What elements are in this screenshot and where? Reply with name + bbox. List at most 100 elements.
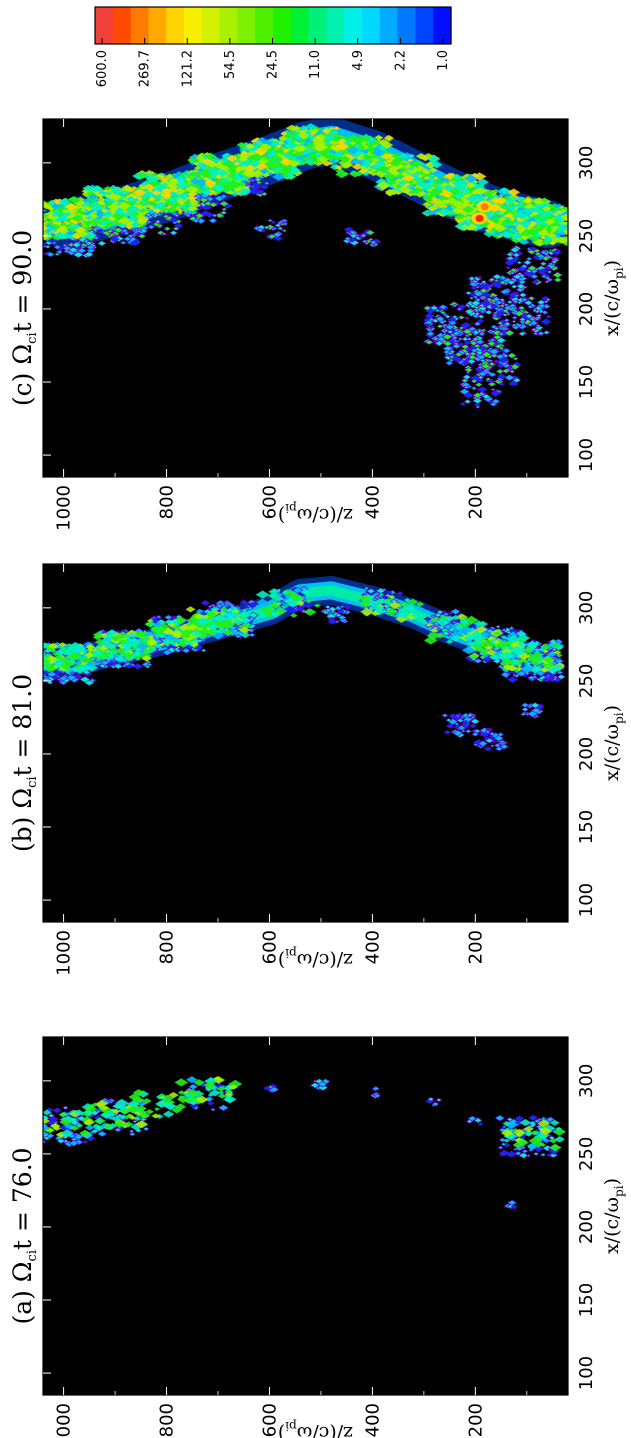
- density-cell: [501, 352, 507, 356]
- density-cell: [53, 244, 62, 250]
- density-cell: [442, 319, 448, 323]
- density-cell: [430, 616, 440, 623]
- density-cell: [141, 183, 149, 188]
- density-cell: [488, 348, 500, 355]
- density-cell: [111, 1115, 121, 1122]
- density-cell: [224, 1091, 234, 1098]
- density-cell: [404, 598, 411, 602]
- density-cell: [384, 189, 395, 195]
- density-cell: [67, 233, 79, 241]
- panel-title-main: (a) Ω: [8, 1261, 37, 1324]
- density-cell: [498, 382, 505, 386]
- density-cell: [455, 613, 469, 621]
- x-tick-label: 300: [576, 1064, 597, 1098]
- density-cell: [145, 642, 160, 651]
- density-cell: [478, 303, 486, 308]
- density-cell: [502, 1121, 511, 1127]
- density-cell: [137, 172, 148, 179]
- density-cell: [204, 1096, 215, 1103]
- density-cell: [43, 1130, 48, 1136]
- density-cell: [541, 677, 551, 683]
- density-cell: [312, 159, 320, 164]
- density-cell: [32, 644, 40, 649]
- density-cell: [464, 290, 473, 296]
- density-cell: [556, 674, 566, 680]
- density-cell: [489, 401, 498, 407]
- density-cell: [463, 634, 476, 642]
- density-cell: [110, 187, 124, 195]
- density-cell: [428, 324, 436, 330]
- density-cell: [82, 239, 91, 244]
- density-cell: [553, 649, 562, 655]
- density-cell: [497, 331, 505, 337]
- density-cell: [291, 169, 303, 177]
- density-cell: [487, 635, 497, 642]
- z-tick-label: 600: [259, 930, 280, 964]
- density-cell: [217, 1093, 227, 1099]
- density-cell: [287, 159, 301, 168]
- density-cell: [533, 656, 544, 663]
- density-cell: [475, 281, 481, 286]
- density-cell: [406, 184, 414, 189]
- density-cell: [490, 390, 501, 397]
- density-cell: [166, 182, 174, 187]
- density-cell: [68, 227, 78, 233]
- density-cell: [83, 251, 95, 258]
- density-cell: [35, 663, 42, 667]
- density-cell: [462, 328, 473, 335]
- density-cell: [501, 368, 511, 374]
- density-cell: [488, 731, 496, 736]
- density-cell: [460, 360, 470, 366]
- density-cell: [391, 153, 401, 159]
- density-cell: [506, 664, 518, 672]
- density-cell: [210, 1107, 216, 1112]
- density-cell: [211, 213, 218, 218]
- density-cell: [219, 602, 227, 607]
- density-cell: [89, 194, 99, 200]
- density-cell: [322, 129, 332, 135]
- density-cell: [421, 168, 430, 173]
- density-cell: [36, 208, 43, 212]
- density-cell: [465, 1119, 474, 1124]
- density-cell: [505, 312, 511, 316]
- density-cell: [342, 154, 356, 162]
- density-cell: [313, 603, 321, 608]
- density-cell: [547, 262, 554, 266]
- density-cell: [167, 622, 176, 628]
- density-cell: [206, 167, 217, 174]
- density-cell: [397, 611, 410, 619]
- density-cell: [533, 1118, 541, 1124]
- density-cell: [358, 594, 372, 602]
- density-cell: [498, 297, 506, 302]
- density-cell: [537, 257, 543, 261]
- density-cell: [321, 609, 330, 615]
- density-cell: [448, 320, 458, 326]
- density-cell: [259, 143, 273, 151]
- density-cell: [500, 1142, 507, 1147]
- density-cell: [114, 647, 127, 655]
- density-cell: [278, 166, 292, 175]
- density-cell: [210, 603, 217, 607]
- density-cell: [69, 1109, 82, 1118]
- density-cell: [51, 212, 59, 217]
- density-cell: [100, 651, 112, 658]
- density-cell: [43, 666, 44, 668]
- density-cell: [466, 641, 477, 648]
- density-cell: [427, 1097, 435, 1102]
- density-cell: [161, 232, 167, 236]
- density-cell: [90, 1128, 100, 1134]
- density-cell: [295, 605, 304, 611]
- density-cell: [477, 1122, 484, 1126]
- density-cell: [228, 170, 236, 175]
- density-cell: [145, 220, 153, 225]
- density-cell: [43, 658, 51, 665]
- density-cell: [305, 141, 315, 147]
- density-cell: [153, 616, 160, 621]
- x-tick-label: 250: [576, 1137, 597, 1171]
- density-cell: [171, 623, 184, 632]
- density-cell: [536, 299, 546, 306]
- density-cell: [407, 153, 416, 159]
- density-cell: [470, 378, 479, 384]
- density-cell: [186, 1076, 198, 1084]
- density-cell: [545, 297, 552, 302]
